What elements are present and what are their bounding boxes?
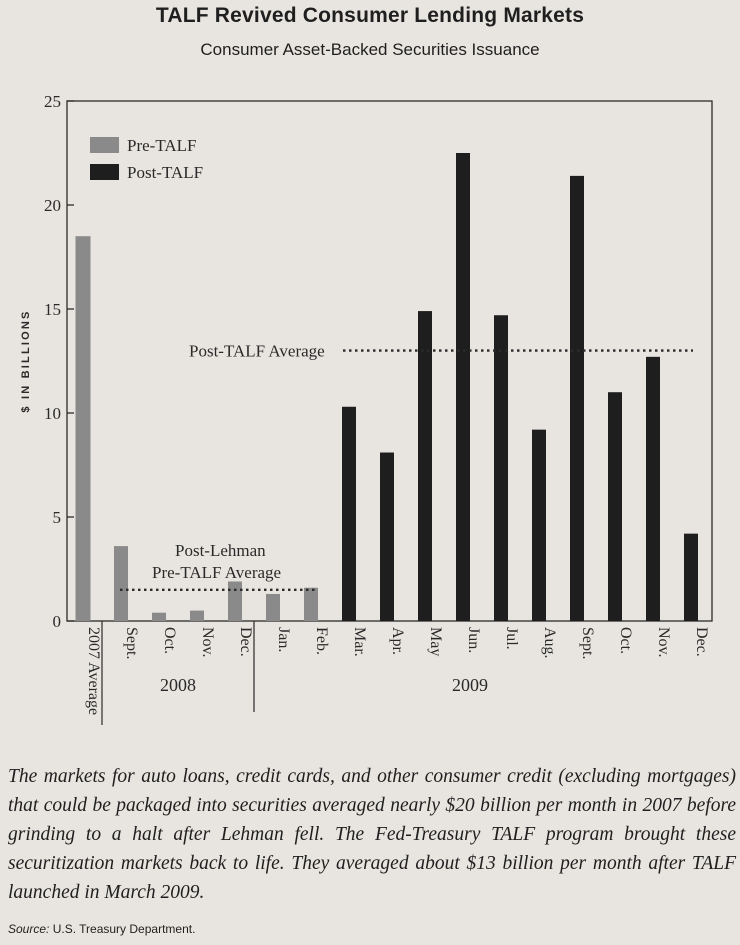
source-label: Source: — [8, 922, 50, 936]
figure-caption: The markets for auto loans, credit cards… — [8, 766, 736, 903]
bar-pre-6 — [304, 587, 318, 621]
y-tick-label: 0 — [53, 612, 62, 631]
y-tick-label: 10 — [44, 404, 61, 423]
bar-post-14 — [608, 392, 622, 621]
x-tick-label: Jun. — [465, 627, 482, 653]
year-label-2008: 2008 — [160, 675, 196, 695]
legend-swatch-post — [90, 164, 119, 180]
bar-pre-5 — [266, 593, 280, 621]
x-tick-label: Feb. — [313, 627, 330, 655]
x-tick-label: Jan. — [275, 627, 292, 652]
x-tick-label: Sept. — [579, 627, 596, 659]
x-tick-label: Jul. — [503, 627, 520, 650]
bar-post-15 — [646, 356, 660, 621]
x-tick-label: Dec. — [237, 627, 254, 657]
pre-talf-average-label-line1: Post-Lehman — [175, 541, 266, 560]
bar-post-16 — [684, 533, 698, 621]
x-tick-label: 2007 Average — [85, 627, 102, 715]
chart: 0 5 10 15 20 25 $ IN BILLIONS 2007 Average Sept.… — [20, 92, 713, 725]
x-tick-label: May — [427, 627, 444, 656]
year-label-2009: 2009 — [452, 675, 488, 695]
x-tick-label: Dec. — [693, 627, 710, 657]
bar-avg-2007 — [75, 236, 91, 621]
y-axis-title: $ IN BILLIONS — [20, 309, 32, 412]
x-tick-label: Nov. — [655, 627, 672, 658]
bar-post-9 — [418, 311, 432, 621]
bar-pre-3 — [190, 610, 204, 621]
x-tick-label: Apr. — [389, 627, 406, 655]
bar-post-7 — [342, 406, 356, 621]
legend-label-pre: Pre-TALF — [127, 136, 196, 155]
bar-post-10 — [456, 153, 470, 621]
bar-pre-1 — [114, 546, 128, 621]
x-tick-label: Oct. — [161, 627, 178, 654]
legend-swatch-pre — [90, 137, 119, 153]
y-tick-label: 5 — [53, 508, 62, 527]
chart-subtitle: Consumer Asset-Backed Securities Issuanc… — [200, 40, 540, 59]
source-text: U.S. Treasury Department. — [49, 922, 196, 936]
x-tick-label: Oct. — [617, 627, 634, 654]
source-note: Source: U.S. Treasury Department. — [8, 922, 195, 936]
post-talf-average-label: Post-TALF Average — [189, 342, 325, 361]
bar-post-12 — [532, 429, 546, 621]
bar-pre-4 — [228, 581, 242, 621]
x-tick-label: Aug. — [541, 627, 558, 659]
y-tick-label: 25 — [44, 92, 61, 111]
pre-talf-average-label-line2: Pre-TALF Average — [152, 563, 281, 582]
y-tick-label: 20 — [44, 196, 61, 215]
bar-post-13 — [570, 175, 584, 621]
y-tick-label: 15 — [44, 300, 61, 319]
x-tick-label: Sept. — [123, 627, 140, 659]
x-tick-label: Nov. — [199, 627, 216, 658]
x-tick-label: Mar. — [351, 627, 368, 657]
bar-post-8 — [380, 452, 394, 621]
bar-post-11 — [494, 315, 508, 621]
chart-title: TALF Revived Consumer Lending Markets — [155, 4, 585, 27]
bar-pre-2 — [152, 612, 166, 621]
legend-label-post: Post-TALF — [127, 163, 203, 182]
